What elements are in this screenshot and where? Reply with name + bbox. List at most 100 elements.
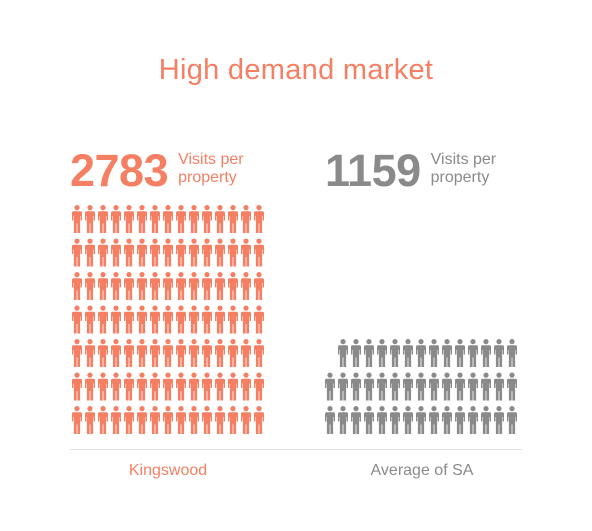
person-icon <box>215 406 225 434</box>
person-icon <box>72 238 82 267</box>
person-icon <box>215 305 225 334</box>
person-icon <box>111 372 121 401</box>
stat-average-sa: 1159 Visits per property <box>325 145 511 197</box>
person-icon <box>338 372 348 401</box>
person-icon <box>189 272 199 300</box>
person-icon <box>455 339 465 367</box>
category-label-average-sa: Average of SA <box>370 462 474 479</box>
person-icon <box>377 339 387 367</box>
person-icon <box>124 305 134 334</box>
person-icon <box>442 406 452 434</box>
person-icon <box>202 272 212 300</box>
person-icon <box>98 339 108 367</box>
person-icon <box>189 406 199 434</box>
baseline-divider <box>70 449 522 450</box>
person-icon <box>442 372 452 401</box>
person-icon <box>202 406 212 434</box>
person-icon <box>163 305 173 334</box>
person-icon <box>150 272 160 300</box>
person-icon <box>254 406 264 434</box>
person-icon <box>150 205 160 233</box>
person-icon <box>468 372 478 401</box>
person-icon <box>241 272 251 300</box>
person-icon <box>85 238 95 267</box>
stat-label-average-sa: Visits per property <box>430 151 497 186</box>
person-icon <box>85 305 95 334</box>
person-icon <box>429 372 439 401</box>
person-icon <box>85 339 95 367</box>
person-icon <box>111 238 121 267</box>
person-icon <box>416 406 426 434</box>
person-icon <box>228 372 238 401</box>
person-icon <box>137 205 147 233</box>
person-icon <box>137 339 147 367</box>
person-icon <box>390 372 400 401</box>
person-icon <box>403 372 413 401</box>
person-icon <box>150 238 160 267</box>
person-icon <box>494 406 504 434</box>
person-icon <box>215 238 225 267</box>
person-icon <box>351 406 361 434</box>
person-icon <box>163 272 173 300</box>
person-icon <box>124 238 134 267</box>
person-icon <box>481 372 491 401</box>
person-icon <box>351 339 361 367</box>
person-icon <box>72 305 82 334</box>
person-icon <box>254 372 264 401</box>
category-label-kingswood: Kingswood <box>128 462 208 479</box>
person-icon <box>442 339 452 367</box>
person-icon <box>215 272 225 300</box>
person-icon <box>202 305 212 334</box>
person-icon <box>137 272 147 300</box>
person-icon <box>254 339 264 367</box>
person-icon <box>72 272 82 300</box>
person-icon <box>228 238 238 267</box>
person-icon <box>364 406 374 434</box>
stat-kingswood: 2783 Visits per property <box>70 145 258 197</box>
person-icon <box>241 238 251 267</box>
stat-value-average-sa: 1159 <box>325 145 421 196</box>
person-icon <box>325 372 335 401</box>
person-icon <box>377 372 387 401</box>
person-icon <box>98 305 108 334</box>
person-icon <box>189 238 199 267</box>
person-icon <box>98 205 108 233</box>
person-icon <box>228 406 238 434</box>
person-icon <box>137 305 147 334</box>
person-icon <box>416 339 426 367</box>
person-icon <box>189 305 199 334</box>
person-icon <box>176 205 186 233</box>
person-icon <box>228 339 238 367</box>
person-icon <box>338 406 348 434</box>
person-icon <box>377 406 387 434</box>
person-icon <box>325 406 335 434</box>
person-icon <box>85 372 95 401</box>
person-icon <box>85 205 95 233</box>
person-icon <box>228 205 238 233</box>
person-icon <box>390 406 400 434</box>
person-icon <box>85 272 95 300</box>
person-icon <box>429 339 439 367</box>
person-icon <box>494 339 504 367</box>
person-icon <box>241 339 251 367</box>
person-icon <box>241 205 251 233</box>
person-icon <box>364 372 374 401</box>
person-icon <box>137 372 147 401</box>
person-icon <box>228 272 238 300</box>
person-icon <box>215 372 225 401</box>
person-icon <box>416 372 426 401</box>
person-icon <box>137 238 147 267</box>
person-icon <box>176 305 186 334</box>
person-icon <box>215 339 225 367</box>
person-icon <box>176 406 186 434</box>
person-icon <box>189 372 199 401</box>
person-icon <box>72 339 82 367</box>
person-icon <box>241 305 251 334</box>
person-icon <box>98 406 108 434</box>
person-icon <box>481 406 491 434</box>
person-icon <box>98 272 108 300</box>
person-icon <box>150 339 160 367</box>
person-icon <box>202 339 212 367</box>
person-icon <box>507 372 517 401</box>
person-icon <box>124 205 134 233</box>
